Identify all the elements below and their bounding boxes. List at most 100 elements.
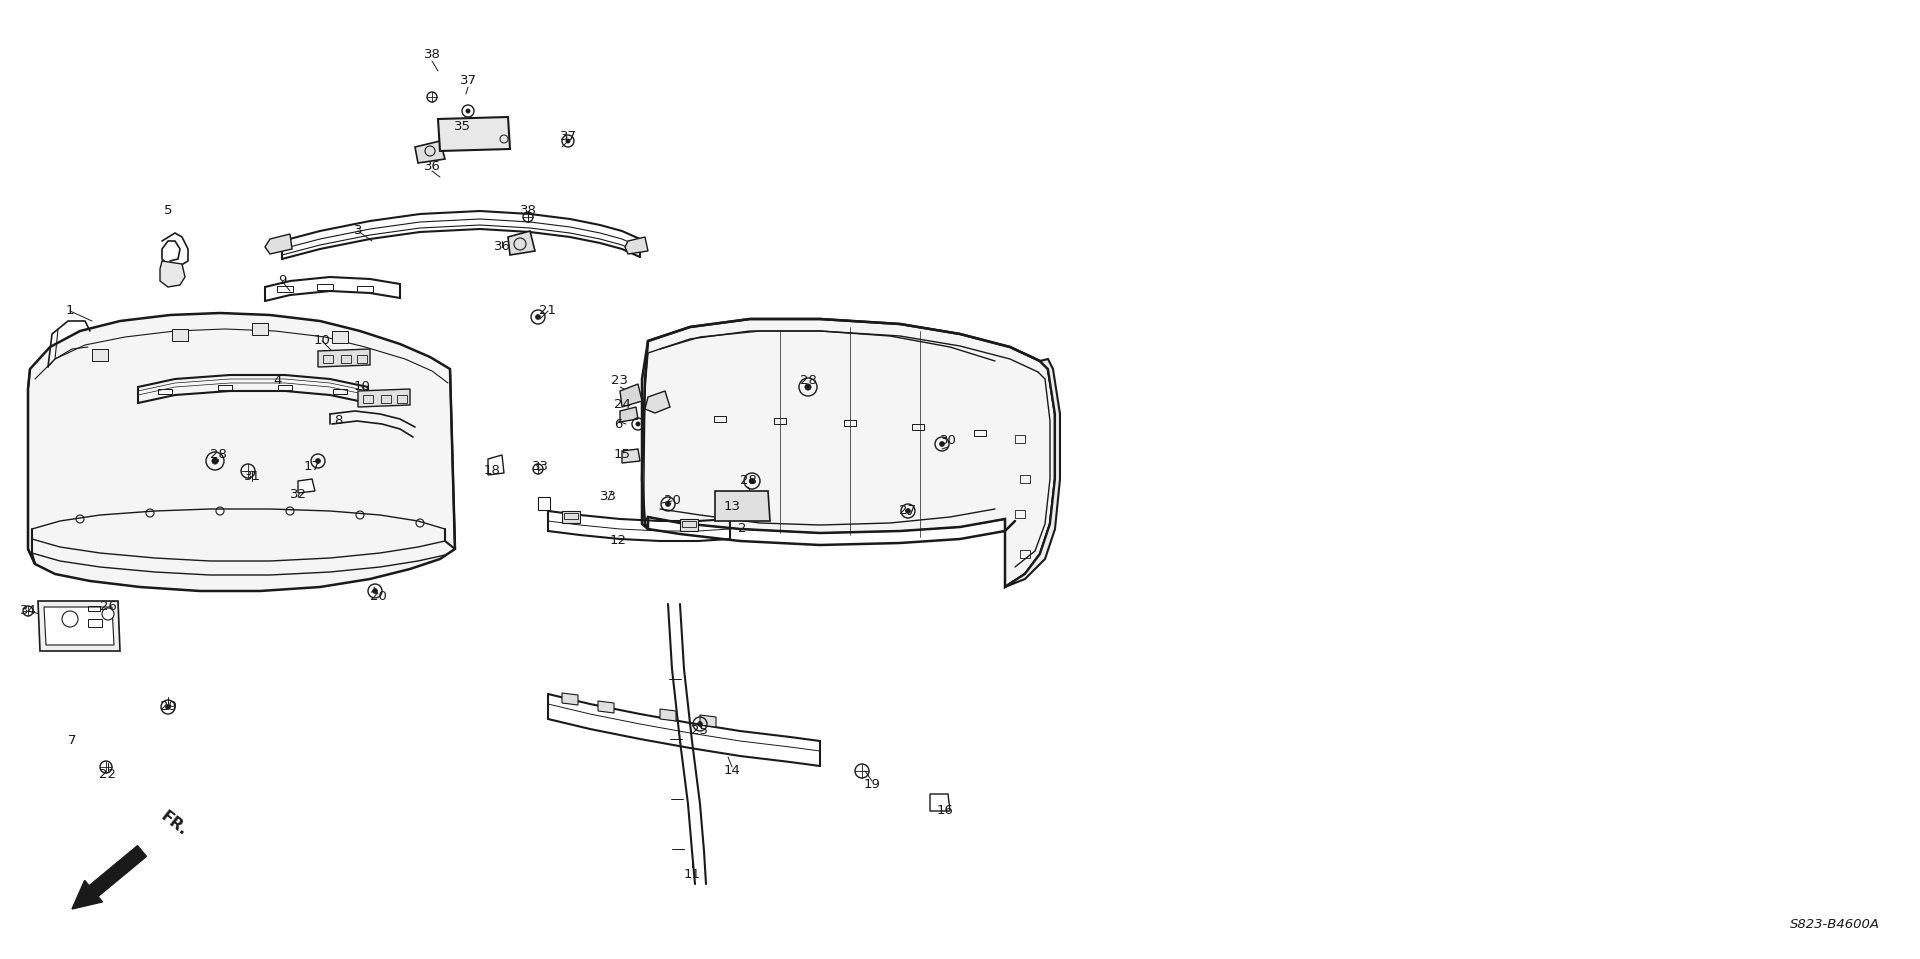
Text: S823-B4600A: S823-B4600A (1789, 918, 1880, 931)
Text: 10: 10 (353, 381, 371, 393)
Text: 29: 29 (159, 700, 177, 713)
Text: 11: 11 (684, 868, 701, 880)
Polygon shape (626, 237, 649, 254)
Circle shape (906, 508, 910, 513)
Bar (380, 395, 392, 403)
Circle shape (804, 384, 810, 390)
Text: 33: 33 (532, 460, 549, 474)
Bar (714, 416, 726, 422)
Text: 23: 23 (611, 375, 628, 387)
Bar (1016, 510, 1025, 518)
Text: 21: 21 (540, 305, 557, 317)
Circle shape (566, 139, 570, 143)
Circle shape (697, 721, 703, 727)
Text: 34: 34 (19, 604, 36, 618)
FancyArrow shape (73, 846, 146, 909)
Text: 35: 35 (453, 121, 470, 133)
Text: 3: 3 (353, 224, 363, 238)
Text: 28: 28 (209, 448, 227, 460)
Circle shape (749, 479, 755, 483)
Text: 8: 8 (334, 414, 342, 428)
Polygon shape (563, 511, 580, 523)
Text: 19: 19 (864, 778, 881, 790)
Text: 14: 14 (724, 764, 741, 778)
Text: 22: 22 (100, 767, 117, 781)
Bar (1020, 550, 1029, 558)
Polygon shape (597, 701, 614, 713)
Bar (219, 385, 232, 390)
Polygon shape (929, 794, 950, 811)
Text: FR.: FR. (157, 809, 190, 839)
Polygon shape (1004, 359, 1060, 587)
Text: 37: 37 (559, 130, 576, 144)
Circle shape (102, 608, 113, 620)
Text: 9: 9 (278, 274, 286, 288)
Bar (397, 395, 407, 403)
Text: 38: 38 (424, 48, 440, 60)
Polygon shape (620, 407, 637, 422)
Bar (342, 355, 351, 363)
Circle shape (536, 315, 540, 319)
Polygon shape (319, 349, 371, 367)
Polygon shape (38, 601, 119, 651)
Polygon shape (332, 331, 348, 343)
Polygon shape (173, 329, 188, 341)
Text: 27: 27 (899, 504, 916, 518)
Text: 18: 18 (484, 464, 501, 478)
Text: 32: 32 (290, 487, 307, 501)
Text: 10: 10 (313, 335, 330, 347)
Polygon shape (438, 117, 511, 151)
Text: 15: 15 (614, 448, 630, 460)
Bar (774, 418, 785, 424)
Circle shape (939, 441, 945, 447)
Polygon shape (620, 384, 641, 407)
Text: 1: 1 (65, 305, 75, 317)
Polygon shape (265, 234, 292, 254)
Text: 16: 16 (937, 805, 954, 817)
Text: 12: 12 (609, 534, 626, 548)
Bar (323, 355, 332, 363)
Polygon shape (92, 349, 108, 361)
Text: 28: 28 (799, 375, 816, 387)
Circle shape (372, 589, 378, 594)
Polygon shape (488, 455, 503, 475)
Polygon shape (563, 693, 578, 705)
Text: 17: 17 (303, 460, 321, 474)
Text: 36: 36 (424, 160, 440, 174)
Polygon shape (159, 261, 184, 287)
Polygon shape (509, 231, 536, 255)
Polygon shape (44, 607, 113, 645)
Polygon shape (701, 715, 716, 727)
Bar (276, 286, 294, 292)
Bar (1016, 435, 1025, 443)
Text: 33: 33 (599, 490, 616, 503)
Text: 20: 20 (664, 495, 680, 507)
Text: 25: 25 (691, 724, 708, 737)
Text: 38: 38 (520, 204, 536, 218)
Polygon shape (538, 497, 549, 510)
Polygon shape (252, 323, 269, 335)
Bar (845, 420, 856, 426)
Text: 24: 24 (614, 397, 630, 410)
Text: 36: 36 (493, 241, 511, 253)
Bar (278, 385, 292, 390)
Bar (157, 389, 173, 394)
Circle shape (666, 502, 670, 506)
Circle shape (636, 422, 639, 426)
Polygon shape (622, 449, 639, 463)
Text: 37: 37 (459, 75, 476, 87)
Polygon shape (714, 491, 770, 521)
Circle shape (467, 109, 470, 113)
Bar (912, 424, 924, 430)
Text: 4: 4 (275, 375, 282, 387)
Text: 26: 26 (100, 600, 117, 614)
Bar (357, 355, 367, 363)
Polygon shape (415, 141, 445, 163)
Circle shape (165, 705, 171, 710)
Polygon shape (660, 709, 676, 721)
Text: 28: 28 (739, 475, 756, 487)
Polygon shape (680, 519, 699, 531)
Bar (332, 389, 348, 394)
Bar (1020, 475, 1029, 483)
Bar (564, 513, 578, 519)
